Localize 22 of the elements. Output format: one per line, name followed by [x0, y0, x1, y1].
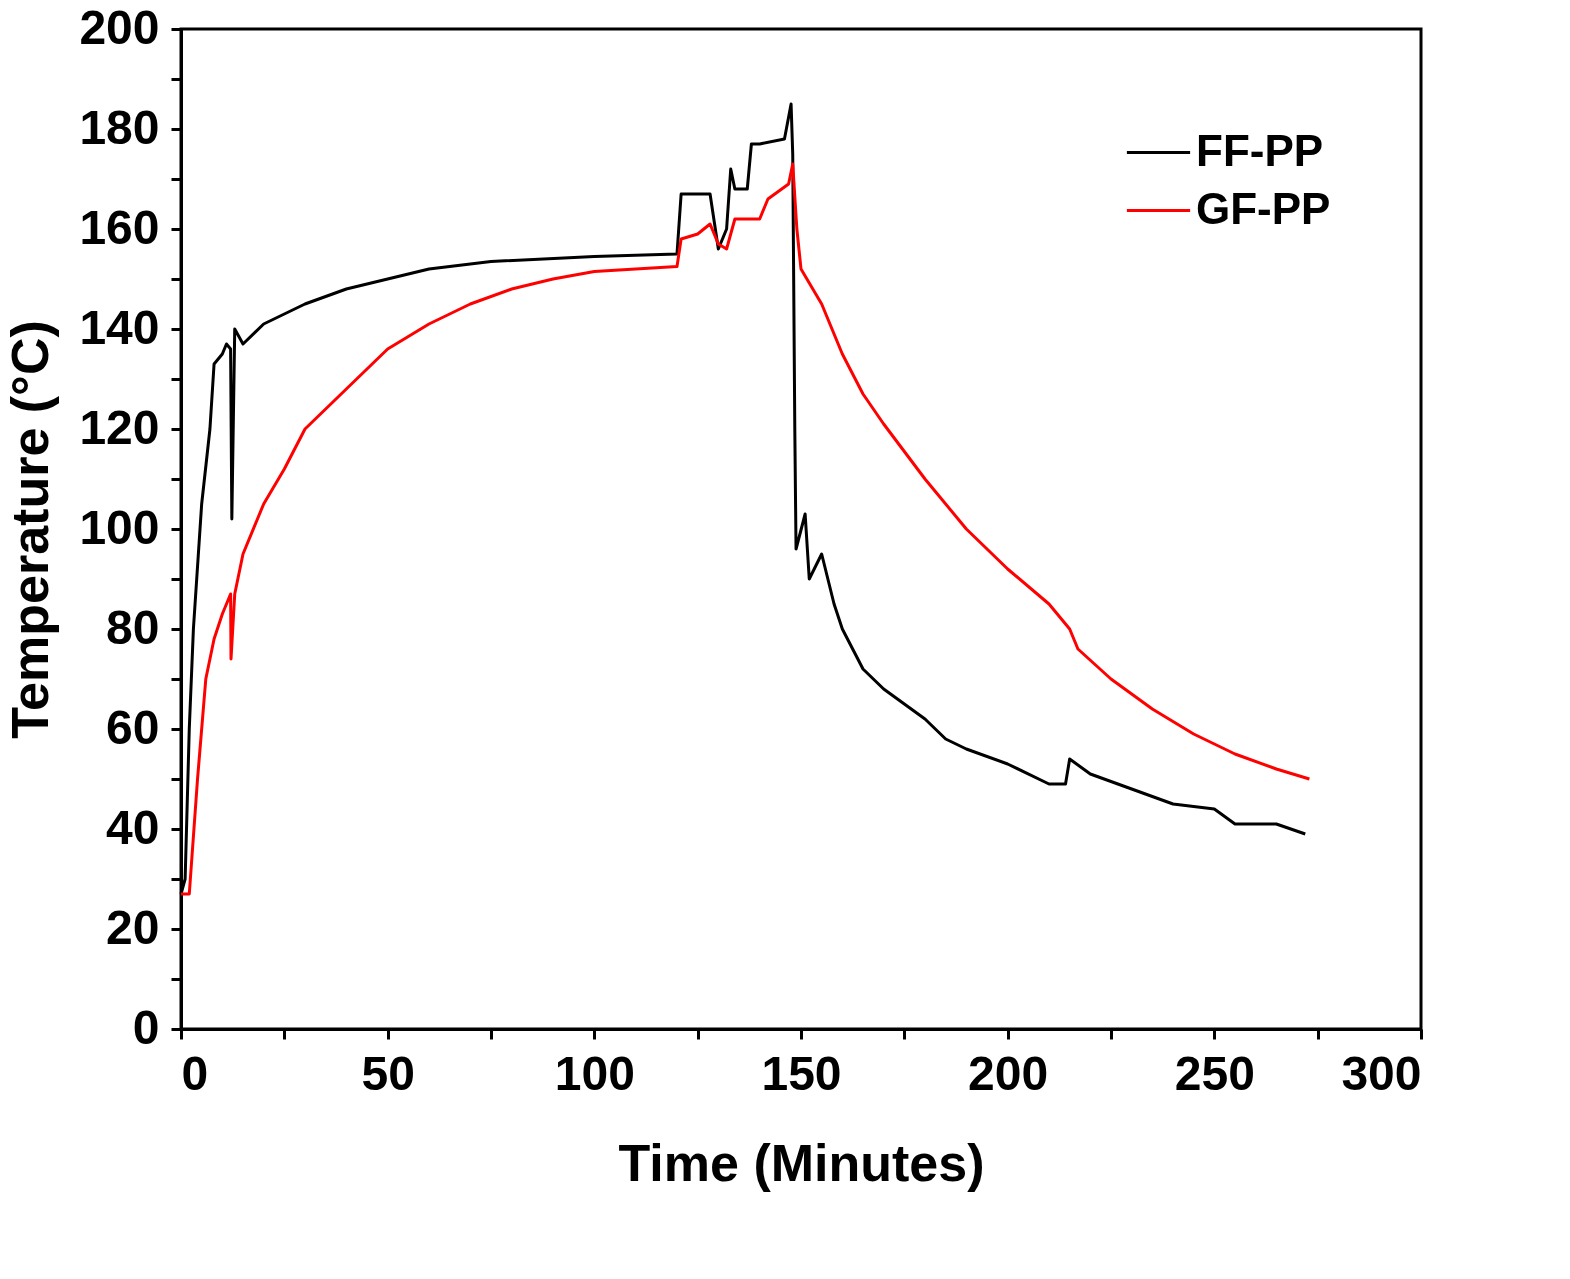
- y-tick-label: 60: [106, 700, 160, 754]
- y-tick-label: 120: [79, 400, 160, 454]
- y-tick-label: 20: [106, 900, 160, 954]
- x-tick-label: 300: [1341, 1046, 1422, 1100]
- legend-label: GF-PP: [1196, 183, 1331, 233]
- x-tick-label: 200: [968, 1046, 1049, 1100]
- y-tick-label: 100: [79, 500, 160, 554]
- legend-label: FF-PP: [1196, 125, 1324, 175]
- y-tick-label: 140: [79, 300, 160, 354]
- y-tick-label: 80: [106, 600, 160, 654]
- y-tick-label: 160: [79, 200, 160, 254]
- x-tick-label: 0: [181, 1046, 209, 1100]
- x-tick-label: 100: [554, 1046, 635, 1100]
- x-tick-label: 250: [1174, 1046, 1255, 1100]
- x-tick-label: 50: [361, 1046, 415, 1100]
- y-tick-label: 0: [132, 1000, 160, 1054]
- x-tick-label: 150: [761, 1046, 842, 1100]
- x-axis-title: Time (Minutes): [618, 1133, 985, 1192]
- y-tick-label: 180: [79, 100, 160, 154]
- y-tick-label: 40: [106, 800, 160, 854]
- y-axis-title: Temperature (°C): [1, 320, 60, 739]
- y-tick-label: 200: [79, 0, 160, 54]
